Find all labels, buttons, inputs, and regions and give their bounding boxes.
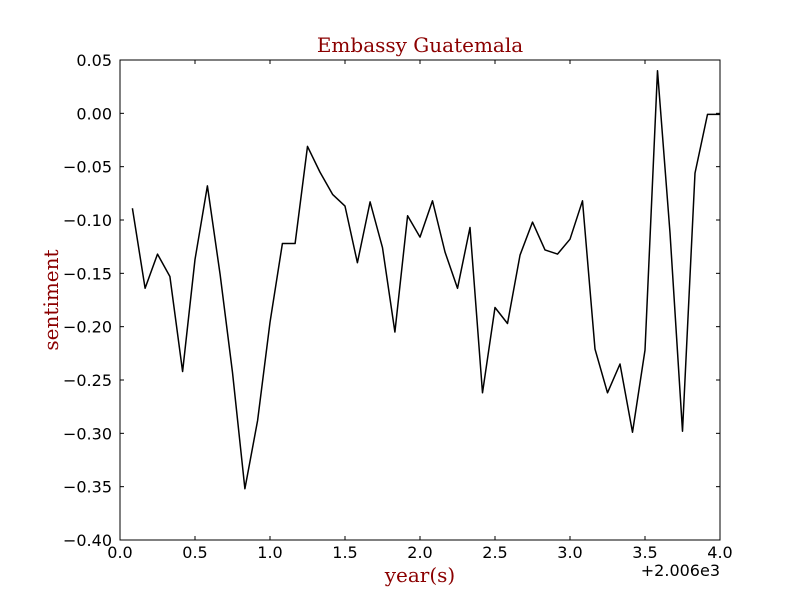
x-tick-label: 1.5: [332, 543, 357, 562]
y-axis-label: sentiment: [39, 249, 63, 350]
x-axis: 0.0 0.5 1.0 1.5 2.0 2.5 3.0 3.5 4.0: [107, 60, 733, 562]
y-axis: 0.05 0.00 −0.05 −0.10 −0.15 −0.20 −0.25 −0.30 −0…: [63, 51, 720, 550]
chart-title: Embassy Guatemala: [317, 33, 523, 57]
y-tick-label: −0.05: [63, 158, 112, 177]
x-tick-label: 1.0: [257, 543, 282, 562]
x-offset-label: +2.006e3: [641, 561, 720, 580]
x-tick-label: 0.5: [182, 543, 207, 562]
y-tick-label: 0.00: [76, 104, 112, 123]
series-line: [131, 69, 720, 490]
x-tick-label: 3.0: [557, 543, 582, 562]
y-tick-label: 0.05: [76, 51, 112, 70]
y-tick-label: −0.30: [63, 424, 112, 443]
y-tick-label: −0.40: [63, 531, 112, 550]
y-tick-label: −0.10: [63, 211, 112, 230]
y-tick-label: −0.20: [63, 318, 112, 337]
x-tick-label: 4.0: [707, 543, 732, 562]
x-tick-label: 3.5: [632, 543, 657, 562]
plot-frame: [119, 59, 721, 541]
x-axis-label: year(s): [384, 563, 456, 587]
y-tick-label: −0.25: [63, 371, 112, 390]
x-tick-label: 2.5: [482, 543, 507, 562]
plot-area: [119, 59, 721, 541]
x-tick-label: 0.0: [107, 543, 132, 562]
y-tick-label: −0.35: [63, 478, 112, 497]
x-tick-label: 2.0: [407, 543, 432, 562]
y-tick-label: −0.15: [63, 264, 112, 283]
